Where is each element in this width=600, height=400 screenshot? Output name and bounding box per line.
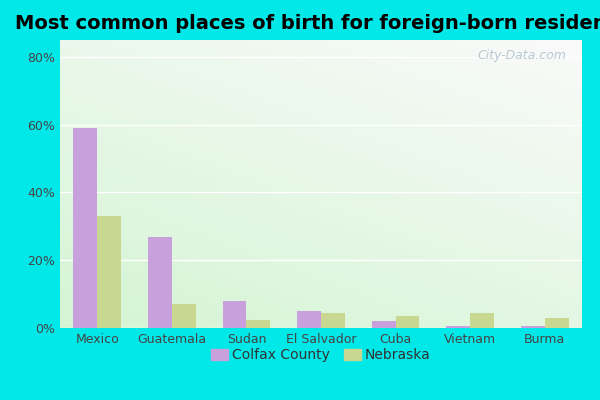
Bar — [470, 313, 494, 328]
Bar — [247, 320, 270, 328]
Bar — [73, 128, 97, 328]
Text: City-Data.com: City-Data.com — [478, 49, 566, 62]
Bar — [297, 311, 321, 328]
Title: Most common places of birth for foreign-born residents: Most common places of birth for foreign-… — [15, 14, 600, 33]
Bar — [97, 216, 121, 328]
Bar — [446, 326, 470, 328]
Bar — [223, 301, 247, 328]
Bar — [372, 321, 395, 328]
Bar — [172, 304, 196, 328]
Bar — [521, 326, 545, 328]
Bar — [148, 236, 172, 328]
Legend: Colfax County, Nebraska: Colfax County, Nebraska — [206, 342, 436, 367]
Bar — [321, 313, 345, 328]
Bar — [395, 316, 419, 328]
Bar — [545, 318, 569, 328]
